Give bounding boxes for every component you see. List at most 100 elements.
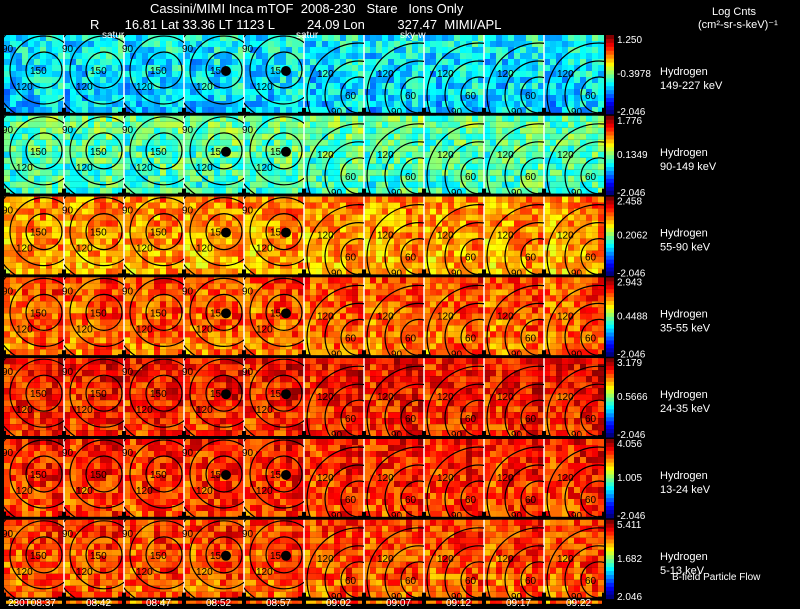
- contour-label: 120: [76, 567, 93, 578]
- contour-label: 120: [136, 244, 153, 255]
- planet-marker: [221, 146, 231, 157]
- planet-marker: [221, 470, 231, 480]
- contour-label: 90: [391, 430, 403, 441]
- contour-label: 120: [557, 473, 574, 484]
- contour-label: 120: [196, 82, 213, 93]
- contour-label: 120: [497, 150, 514, 161]
- species-label: Hydrogen: [660, 147, 708, 159]
- contour-label: 120: [256, 82, 273, 93]
- contour-label: 120: [437, 150, 454, 161]
- colorbar-min: -2.046: [617, 188, 646, 199]
- contour-label: 150: [90, 389, 107, 400]
- contour-label: 120: [437, 231, 454, 242]
- energy-label: 90-149 keV: [660, 161, 717, 173]
- contour-label: 120: [317, 69, 334, 80]
- contour-label: 120: [256, 405, 273, 416]
- species-label: Hydrogen: [660, 389, 708, 401]
- contour-label: 60: [525, 253, 537, 264]
- contour-label: 90: [122, 529, 134, 540]
- time-tick-label: 08:42: [86, 598, 111, 609]
- species-label: Hydrogen: [660, 551, 708, 563]
- species-label: Hydrogen: [660, 470, 708, 482]
- contour-label: 120: [256, 324, 273, 335]
- time-tick-label: 09:17: [506, 598, 531, 609]
- contour-label: 150: [150, 389, 167, 400]
- contour-label: 90: [62, 448, 74, 459]
- contour-label: 90: [511, 349, 523, 360]
- contour-label: 60: [465, 414, 477, 425]
- contour-label: 90: [331, 107, 343, 118]
- contour-label: 90: [182, 367, 194, 378]
- contour-label: 150: [90, 228, 107, 239]
- contour-label: 120: [196, 324, 213, 335]
- contour-label: 150: [90, 66, 107, 77]
- contour-label: 150: [210, 389, 227, 400]
- colorbar-mid: 0.4488: [617, 311, 648, 322]
- contour-label: 90: [391, 188, 403, 199]
- colorbar-min: -2.046: [617, 349, 646, 360]
- contour-label: 90: [511, 592, 523, 603]
- contour-label: 90: [451, 430, 463, 441]
- contour-label: 90: [182, 44, 194, 55]
- contour-label: 60: [405, 172, 417, 183]
- units-label: (cm²-sr-s-keV)⁻¹: [698, 19, 778, 31]
- contour-label: 150: [150, 470, 167, 481]
- contour-label: 90: [242, 286, 254, 297]
- contour-label: 60: [585, 414, 597, 425]
- contour-label: 150: [30, 470, 47, 481]
- contour-label: 120: [557, 69, 574, 80]
- energy-label: 5-13 keV: [660, 565, 705, 577]
- contour-label: 150: [210, 66, 227, 77]
- contour-label: 150: [150, 228, 167, 239]
- contour-label: 60: [585, 253, 597, 264]
- planet-marker: [281, 227, 291, 238]
- contour-label: 150: [270, 551, 287, 562]
- contour-label: 90: [242, 206, 254, 217]
- planet-marker: [281, 146, 291, 157]
- contour-label: 90: [122, 44, 134, 55]
- colorbar-max: 5.411: [617, 520, 642, 531]
- contour-label: 60: [405, 576, 417, 587]
- contour-label: 150: [210, 228, 227, 239]
- contour-label: 60: [585, 91, 597, 102]
- contour-label: 60: [345, 172, 357, 183]
- contour-label: 120: [317, 311, 334, 322]
- contour-label: 90: [331, 592, 343, 603]
- contour-label: 120: [76, 163, 93, 174]
- contour-label: 60: [525, 576, 537, 587]
- contour-label: 90: [511, 269, 523, 280]
- contour-label: 120: [377, 150, 394, 161]
- panel-2: 150 120 90 150 120 90 150 120 90 150 120 90 150 120 90…: [0, 115, 717, 201]
- colorbar-min: -2.046: [617, 107, 646, 118]
- contour-label: 90: [331, 188, 343, 199]
- planet-marker: [281, 308, 291, 319]
- contour-label: 120: [16, 567, 33, 578]
- contour-label: 120: [317, 392, 334, 403]
- contour-label: 90: [571, 349, 583, 360]
- contour-label: 60: [465, 576, 477, 587]
- species-label: Hydrogen: [660, 228, 708, 240]
- contour-label: 120: [76, 324, 93, 335]
- contour-label: 90: [391, 511, 403, 522]
- contour-label: 90: [571, 430, 583, 441]
- contour-label: 60: [585, 495, 597, 506]
- contour-label: 120: [76, 405, 93, 416]
- contour-label: 60: [465, 91, 477, 102]
- contour-label: 150: [90, 308, 107, 319]
- contour-label: 60: [405, 91, 417, 102]
- contour-label: 90: [182, 206, 194, 217]
- contour-label: 90: [451, 349, 463, 360]
- energy-label: 24-35 keV: [660, 403, 711, 415]
- time-tick-label: 09:02: [326, 598, 351, 609]
- species-label: Hydrogen: [660, 308, 708, 320]
- contour-label: 60: [585, 576, 597, 587]
- contour-label: 90: [182, 448, 194, 459]
- contour-label: 90: [62, 367, 74, 378]
- colorbar-mid: 0.1349: [617, 150, 648, 161]
- contour-label: 120: [16, 82, 33, 93]
- colorbar-mid: 1.005: [617, 473, 642, 484]
- time-tick-label: 09:22: [566, 598, 591, 609]
- contour-label: 60: [405, 495, 417, 506]
- time-tick-label: 08:52: [206, 598, 231, 609]
- colorbar-max: 1.250: [617, 35, 642, 46]
